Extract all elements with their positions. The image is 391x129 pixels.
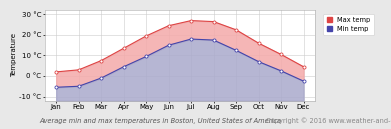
- Point: [53, 71, 59, 73]
- Point: [278, 70, 284, 72]
- Point: [143, 55, 149, 58]
- Point: [120, 66, 127, 68]
- Point: [143, 35, 149, 37]
- Point: [75, 85, 82, 87]
- Point: [210, 39, 217, 41]
- Point: [210, 21, 217, 23]
- Legend: Max temp, Min temp: Max temp, Min temp: [323, 14, 374, 35]
- Point: [188, 20, 194, 22]
- Point: [300, 80, 307, 82]
- Point: [98, 60, 104, 62]
- Point: [233, 29, 239, 31]
- Point: [255, 61, 262, 63]
- Point: [188, 38, 194, 40]
- Point: [233, 49, 239, 51]
- Point: [120, 47, 127, 49]
- Text: Average min and max temperatures in Boston, United States of America: Average min and max temperatures in Bost…: [39, 118, 281, 124]
- Point: [278, 53, 284, 55]
- Point: [165, 44, 172, 46]
- Text: Copyright © 2016 www.weather-and-climate.com: Copyright © 2016 www.weather-and-climate…: [266, 117, 391, 124]
- Point: [53, 86, 59, 88]
- Point: [98, 77, 104, 79]
- Point: [255, 42, 262, 44]
- Point: [75, 69, 82, 71]
- Point: [165, 25, 172, 27]
- Point: [300, 66, 307, 68]
- Y-axis label: Temperature: Temperature: [11, 33, 18, 78]
